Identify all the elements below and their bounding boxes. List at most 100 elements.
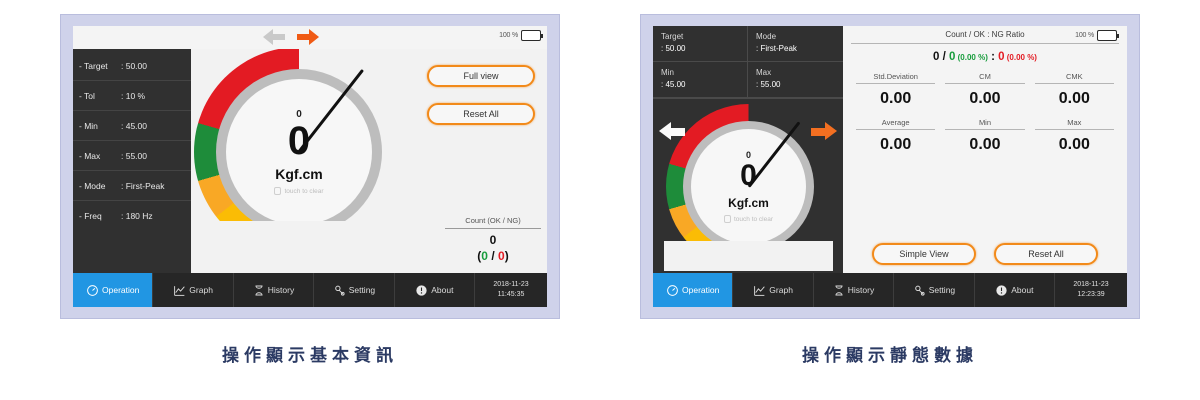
touch-hand-icon — [723, 215, 731, 224]
param-val-min: : 45.00 — [661, 80, 686, 89]
param-value-min: : 45.00 — [121, 120, 147, 131]
info-icon — [996, 284, 1007, 296]
count-ng-value: 0 — [498, 249, 505, 263]
figure-static-data: Target : 50.00 Mode : First-Peak Min : 4… — [640, 14, 1140, 400]
param-val-target: : 50.00 — [661, 44, 686, 53]
param-label-freq: - Freq — [79, 211, 102, 221]
clock-date: 2018-11-23 — [1073, 280, 1109, 288]
hourglass-icon — [255, 285, 263, 295]
nav-item-history[interactable]: History — [234, 273, 315, 307]
ratio-separator: : — [987, 51, 999, 63]
param-row-mode: - Mode : First-Peak — [73, 171, 191, 201]
nav-label-operation: Operation — [102, 285, 140, 295]
clock-time: 12:23:39 — [1077, 291, 1105, 298]
nav-item-about[interactable]: About — [975, 273, 1056, 307]
simple-view-label: Simple View — [899, 249, 949, 259]
param-label-tol: - Tol — [79, 90, 95, 101]
count-paren-close: ) — [504, 249, 509, 263]
figure-basic-info: 100 % - Target : 50.00 - Tol : 10 % — [60, 14, 560, 400]
count-ok-value: 0 — [481, 249, 488, 263]
statistics-area: 100 % Count / OK : NG Ratio 0 / 0 (0.00 … — [843, 26, 1127, 273]
simple-view-button[interactable]: Simple View — [872, 243, 976, 265]
reset-all-button[interactable]: Reset All — [427, 103, 535, 125]
page-arrows-right — [653, 122, 843, 141]
stat-head-min: Min — [945, 118, 1025, 130]
prev-arrow-icon[interactable] — [263, 29, 285, 45]
ratio-value: 0 / 0 (0.00 %) : 0 (0.00 %) — [851, 51, 1119, 63]
nav-label-graph: Graph — [769, 285, 793, 295]
next-arrow-icon[interactable] — [297, 29, 319, 45]
ratio-title: Count / OK : NG Ratio — [851, 30, 1119, 44]
param-value-target: : 50.00 — [121, 60, 147, 71]
param-value-mode: : First-Peak — [121, 180, 165, 191]
param-cell-min: Min : 45.00 — [653, 62, 748, 98]
torque-gauge[interactable]: 0 0 Kgf.cm touch to clear — [192, 49, 406, 259]
nav-item-graph[interactable]: Graph — [733, 273, 814, 307]
info-icon — [416, 284, 427, 296]
device-frame-left: 100 % - Target : 50.00 - Tol : 10 % — [60, 14, 560, 319]
battery-icon — [1097, 30, 1119, 41]
param-val-mode: : First-Peak — [756, 44, 797, 53]
stat-head-max: Max — [1034, 118, 1114, 130]
battery-percent-label: 100 % — [499, 32, 518, 39]
param-value-freq: : 180 Hz — [121, 211, 153, 221]
reset-all-button[interactable]: Reset All — [994, 243, 1098, 265]
nav-item-operation[interactable]: Operation — [73, 273, 154, 307]
nav-item-operation[interactable]: Operation — [653, 273, 734, 307]
param-label-target: - Target — [79, 60, 108, 71]
bottom-navbar-left: Operation Graph Hist — [73, 273, 547, 307]
nav-item-about[interactable]: About — [395, 273, 476, 307]
param-value-tol: : 10 % — [121, 90, 146, 101]
status-bar-left: 100 % — [73, 26, 547, 49]
screen-body-left: - Target : 50.00 - Tol : 10 % - Min : 45… — [73, 49, 547, 273]
gauge-bottom-cut — [664, 241, 833, 271]
param-cell-max: Max : 55.00 — [748, 62, 843, 98]
ratio-ok-count: 0 — [949, 51, 956, 63]
nav-item-graph[interactable]: Graph — [153, 273, 234, 307]
param-row-target: - Target : 50.00 — [73, 51, 191, 81]
gauge-icon — [667, 284, 678, 296]
gauge-main-value: 0 — [287, 119, 311, 163]
count-box: Count (OK / NG) 0 (0 / 0) — [445, 216, 541, 263]
gauge-clear-hint: touch to clear — [723, 215, 773, 224]
clock-date: 2018-11-23 — [493, 280, 529, 288]
device-screen-right: Target : 50.00 Mode : First-Peak Min : 4… — [653, 26, 1127, 307]
clock-time: 11:45:35 — [497, 291, 525, 298]
stat-head-cmk: CMK — [1034, 72, 1114, 84]
gauge-main-value: 0 — [740, 158, 757, 192]
nav-label-about: About — [1011, 285, 1034, 295]
count-title: Count (OK / NG) — [445, 216, 541, 229]
stat-value-min: 0.00 — [969, 136, 1001, 153]
parameter-grid: Target : 50.00 Mode : First-Peak Min : 4… — [653, 26, 843, 99]
stat-value-cm: 0.00 — [969, 90, 1001, 107]
gear-icon — [914, 285, 925, 296]
param-key-min: Min — [661, 68, 674, 77]
reset-all-label: Reset All — [463, 109, 499, 119]
chart-icon — [174, 285, 186, 296]
nav-label-operation: Operation — [682, 285, 720, 295]
nav-item-setting[interactable]: Setting — [894, 273, 975, 307]
nav-label-setting: Setting — [348, 285, 376, 295]
count-slash: / — [487, 249, 498, 263]
gauge-clear-hint: touch to clear — [274, 187, 324, 195]
gauge-peak-value: 0 — [296, 109, 302, 120]
parameter-panel-wide: Target : 50.00 Mode : First-Peak Min : 4… — [653, 26, 843, 273]
prev-arrow-icon[interactable] — [659, 122, 685, 141]
stat-value-cmk: 0.00 — [1058, 90, 1090, 107]
gauge-unit-label: Kgf.cm — [275, 166, 323, 182]
torque-gauge[interactable]: 0 0 Kgf.cm touch to clear — [664, 104, 833, 271]
nav-label-history: History — [847, 285, 875, 295]
nav-label-graph: Graph — [189, 285, 213, 295]
nav-item-history[interactable]: History — [814, 273, 895, 307]
param-key-max: Max — [756, 68, 772, 77]
count-total: 0 — [489, 233, 497, 247]
statistics-grid: Std.Deviation CM CMK 0.00 0.00 0.00 Aver… — [851, 72, 1119, 162]
param-label-min: - Min — [79, 120, 98, 131]
gauge-readout: 0 0 Kgf.cm touch to clear — [194, 49, 404, 257]
chart-icon — [754, 285, 766, 296]
gauge-bottom-cut — [192, 221, 406, 259]
nav-label-setting: Setting — [928, 285, 956, 295]
nav-item-setting[interactable]: Setting — [314, 273, 395, 307]
full-view-button[interactable]: Full view — [427, 65, 535, 87]
next-arrow-icon[interactable] — [811, 122, 837, 141]
